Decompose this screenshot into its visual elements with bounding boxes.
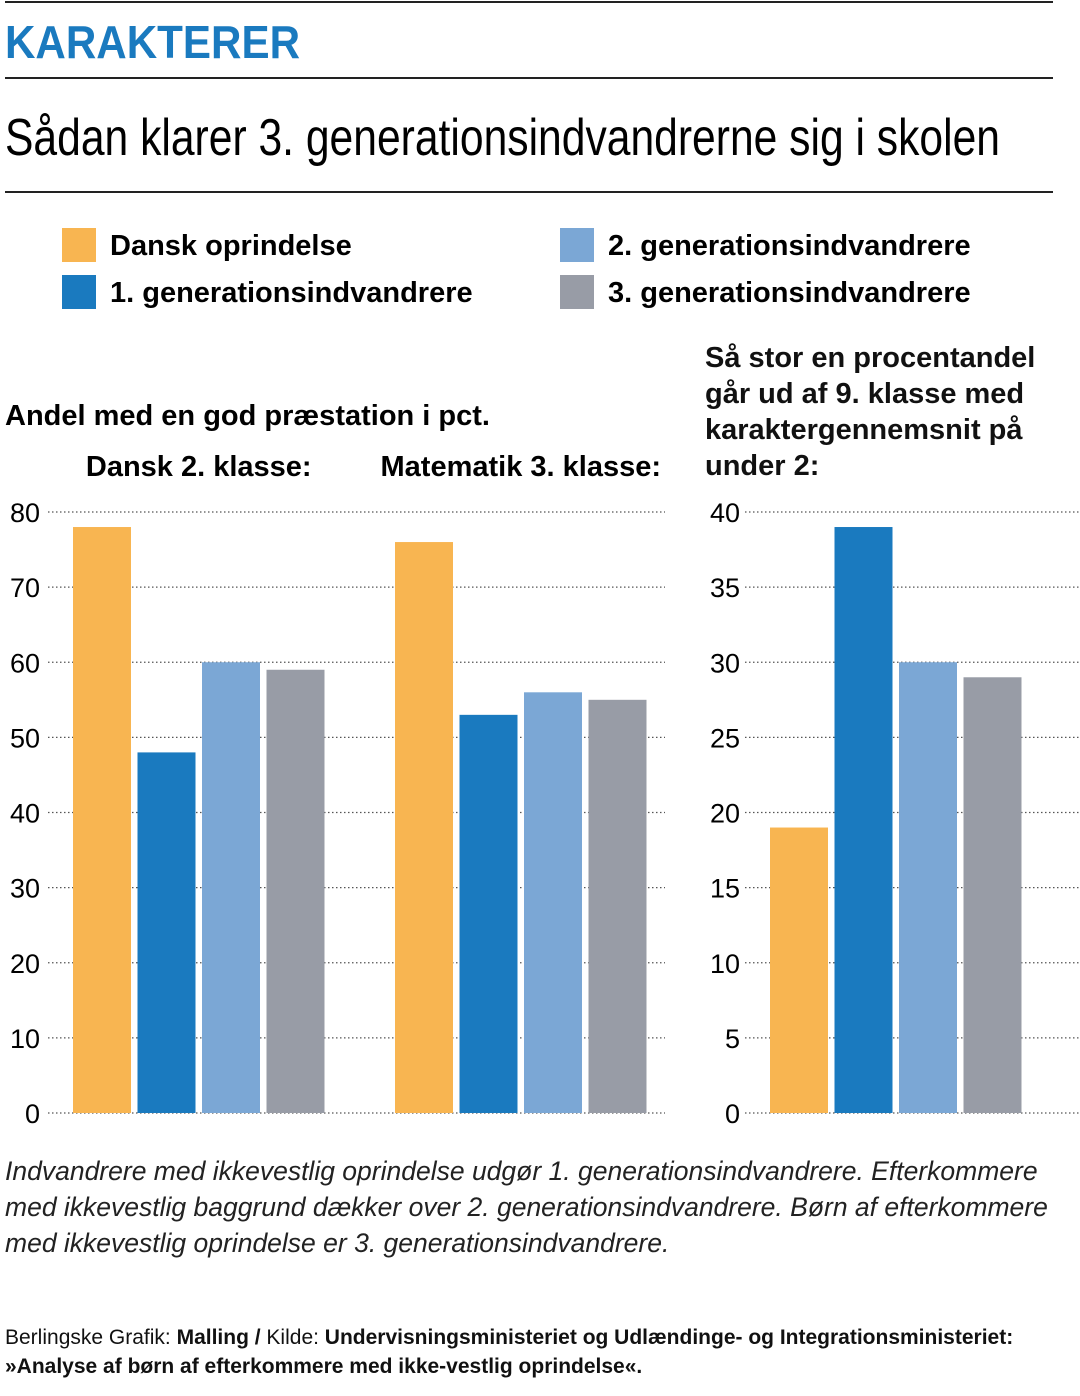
chart-title: Så stor en procentandel går ud af 9. kla… [705, 342, 1036, 482]
rule [5, 191, 1053, 193]
bar [137, 752, 196, 1113]
title: Sådan klarer 3. generationsindvandrerne … [5, 109, 1000, 167]
x-tick-label: Matematik 3. klasse: [381, 451, 661, 483]
y-tick-label: 60 [10, 648, 40, 678]
source-part: Malling / [176, 1326, 261, 1349]
bar [588, 699, 647, 1113]
rule [5, 77, 1053, 79]
bar [202, 662, 260, 1113]
y-tick-label: 40 [10, 799, 40, 829]
y-tick-label: 5 [725, 1024, 740, 1054]
y-tick-label: 0 [25, 1099, 40, 1129]
axis-title: Andel med en god præstation i pct. [5, 400, 490, 432]
bar [770, 827, 828, 1113]
legend-label: 3. generationsindvandrere [608, 277, 971, 309]
y-tick-label: 10 [10, 1024, 40, 1054]
y-tick-label: 30 [10, 874, 40, 904]
bar [395, 542, 453, 1113]
y-tick-label: 25 [710, 723, 740, 753]
legend-swatch [62, 228, 96, 262]
legend-label: Dansk oprindelse [110, 230, 352, 262]
bar [963, 677, 1022, 1113]
y-tick-label: 50 [10, 723, 40, 753]
legend-swatch [560, 228, 594, 262]
y-tick-label: 80 [10, 498, 40, 528]
y-tick-label: 20 [710, 799, 740, 829]
bar [73, 527, 131, 1113]
y-tick-label: 30 [710, 648, 740, 678]
y-tick-label: 0 [725, 1099, 740, 1129]
kicker: KARAKTERER [5, 16, 300, 68]
legend-swatch [62, 275, 96, 309]
legend-swatch [560, 275, 594, 309]
source-part: Undervisningsministeriet og Udlændinge- … [5, 1326, 1014, 1378]
bar [899, 662, 957, 1113]
note: Indvandrere med ikkevestlig oprindelse u… [5, 1156, 1048, 1258]
bar [459, 714, 518, 1113]
legend-label: 2. generationsindvandrere [608, 230, 971, 262]
y-tick-label: 15 [710, 874, 740, 904]
bar [266, 669, 325, 1113]
bar [524, 692, 582, 1113]
legend-label: 1. generationsindvandrere [110, 277, 473, 309]
rule [5, 1, 1053, 3]
y-tick-label: 20 [10, 949, 40, 979]
source: Berlingske Grafik: Malling / Kilde: Unde… [5, 1323, 1055, 1381]
x-tick-label: Dansk 2. klasse: [86, 451, 312, 483]
y-tick-label: 10 [710, 949, 740, 979]
bar [834, 527, 893, 1113]
y-tick-label: 35 [710, 573, 740, 603]
y-tick-label: 70 [10, 573, 40, 603]
source-part: Berlingske Grafik: [5, 1326, 171, 1349]
y-tick-label: 40 [710, 498, 740, 528]
source-part: Kilde: [266, 1326, 319, 1349]
